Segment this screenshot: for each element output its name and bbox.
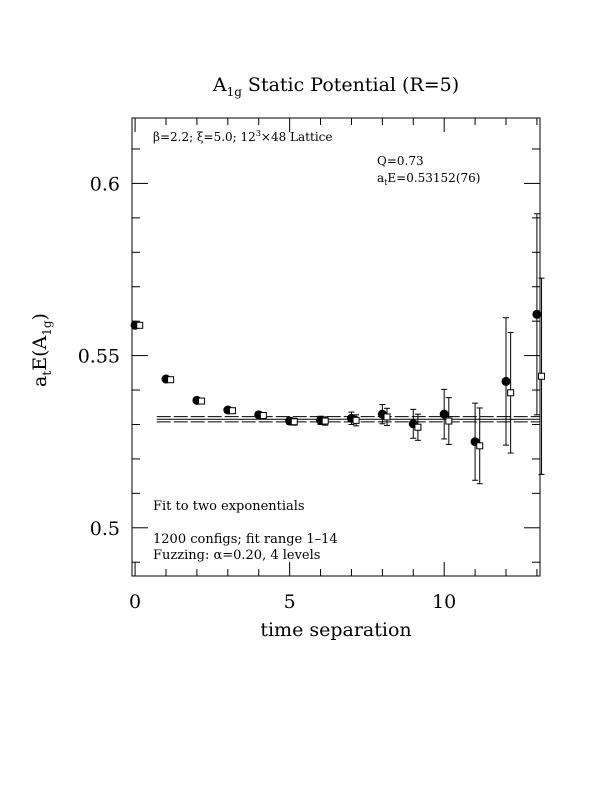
data-point-square	[167, 376, 175, 384]
data-point-square	[507, 389, 515, 397]
title-rest: Static Potential (R=5)	[242, 74, 459, 96]
x-axis-label: time separation	[260, 619, 411, 641]
x-tick-label: 5	[284, 591, 296, 613]
y-tick-label: 0.55	[78, 346, 120, 368]
ylabel-end: )	[29, 313, 51, 320]
lattice-annotation: β=2.2; ξ=5.0; 123×48 Lattice	[153, 129, 332, 144]
data-point-circle	[501, 376, 511, 386]
y-axis-label: atE(A1g)	[29, 313, 54, 387]
data-point-square	[352, 416, 360, 424]
data-point-square	[383, 413, 391, 421]
ate-sub: t	[384, 178, 388, 187]
data-point-square	[414, 423, 422, 431]
ate-annotation: atE=0.53152(76)	[377, 171, 480, 187]
data-point-square	[321, 417, 329, 425]
lattice-sup: 3	[256, 129, 261, 138]
ylabel-a-sub: t	[40, 371, 54, 376]
ate-rest: E=0.53152(76)	[387, 171, 480, 185]
x-tick-label: 0	[129, 591, 141, 613]
y-tick-label: 0.6	[90, 173, 120, 195]
data-point-circle	[439, 409, 449, 419]
data-point-square	[445, 417, 453, 425]
lattice-text: β=2.2; ξ=5.0; 12	[153, 130, 256, 144]
data-point-square	[198, 397, 206, 405]
ylabel-a: a	[29, 376, 51, 387]
x-tick-label: 10	[432, 591, 456, 613]
lattice-rest: ×48 Lattice	[261, 130, 333, 144]
data-point-circle	[532, 309, 542, 319]
fuzzing-annotation: Fuzzing: α=0.20, 4 levels	[153, 548, 320, 563]
title-sub: 1g	[227, 85, 243, 99]
points-layer	[130, 213, 546, 485]
ylabel-mid: E(A	[29, 336, 51, 371]
ate-a: a	[377, 171, 384, 185]
data-point-square	[290, 418, 298, 426]
plot-frame	[131, 117, 541, 577]
fit-description: Fit to two exponentials	[153, 499, 305, 514]
y-tick-label: 0.5	[90, 518, 120, 540]
q-annotation: Q=0.73	[377, 154, 424, 168]
configs-annotation: 1200 configs; fit range 1–14	[153, 532, 338, 547]
ticks-layer	[132, 118, 540, 576]
data-point-square	[476, 442, 484, 450]
tick-labels-layer: 0 5 10 0.5 0.55 0.6	[78, 173, 457, 613]
title-main: A	[212, 74, 227, 96]
chart-title: A1g Static Potential (R=5)	[212, 74, 459, 99]
data-point-square	[538, 372, 546, 380]
data-point-square	[228, 407, 236, 415]
data-point-square	[136, 321, 144, 329]
data-point-square	[259, 412, 267, 420]
ylabel-mid-sub: 1g	[40, 320, 54, 336]
